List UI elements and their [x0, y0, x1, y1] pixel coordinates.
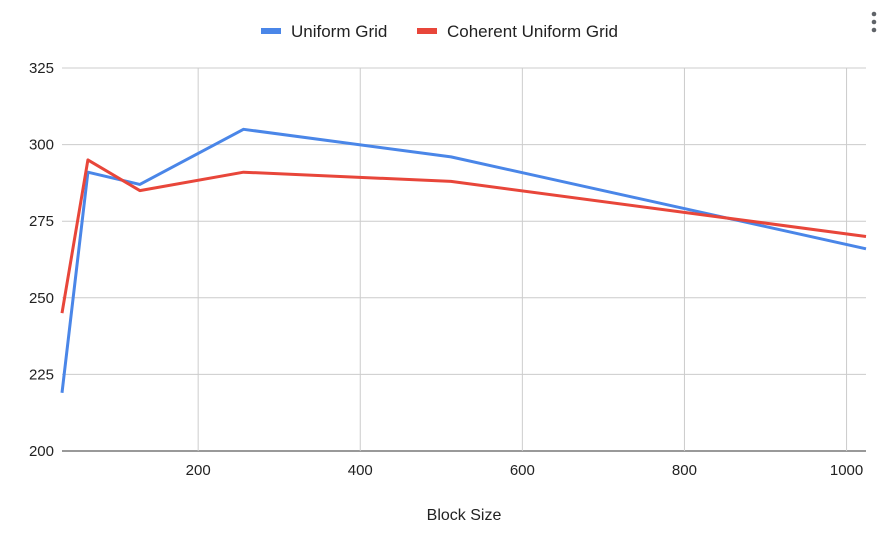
y-tick-label: 300 [29, 137, 54, 154]
y-tick-label: 250 [29, 290, 54, 307]
menu-dot [871, 19, 877, 25]
legend-label: Uniform Grid [291, 22, 387, 41]
y-tick-label: 275 [29, 213, 54, 230]
y-tick-label: 200 [29, 443, 54, 460]
y-tick-label: 325 [29, 60, 54, 77]
axis-ticks: 200 225 250 275 300 325 200 400 600 800 1000 [29, 60, 863, 479]
x-tick-label: 200 [186, 462, 211, 479]
x-tick-label: 600 [510, 462, 535, 479]
more-vert-icon[interactable] [871, 11, 877, 33]
legend[interactable]: Uniform Grid Coherent Uniform Grid [261, 22, 618, 41]
menu-dot [871, 11, 877, 17]
series-line-uniform-grid[interactable] [60, 127, 867, 393]
legend-label: Coherent Uniform Grid [447, 22, 618, 41]
legend-swatch [417, 28, 437, 34]
grid-lines [62, 67, 866, 452]
series-lines [60, 127, 867, 393]
menu-dot [871, 27, 877, 33]
x-axis-label: Block Size [427, 507, 502, 524]
series-line-coherent-uniform-grid[interactable] [60, 158, 867, 314]
y-tick-label: 225 [29, 366, 54, 383]
x-tick-label: 1000 [830, 462, 863, 479]
x-tick-label: 400 [348, 462, 373, 479]
legend-swatch [261, 28, 281, 34]
x-tick-label: 800 [672, 462, 697, 479]
